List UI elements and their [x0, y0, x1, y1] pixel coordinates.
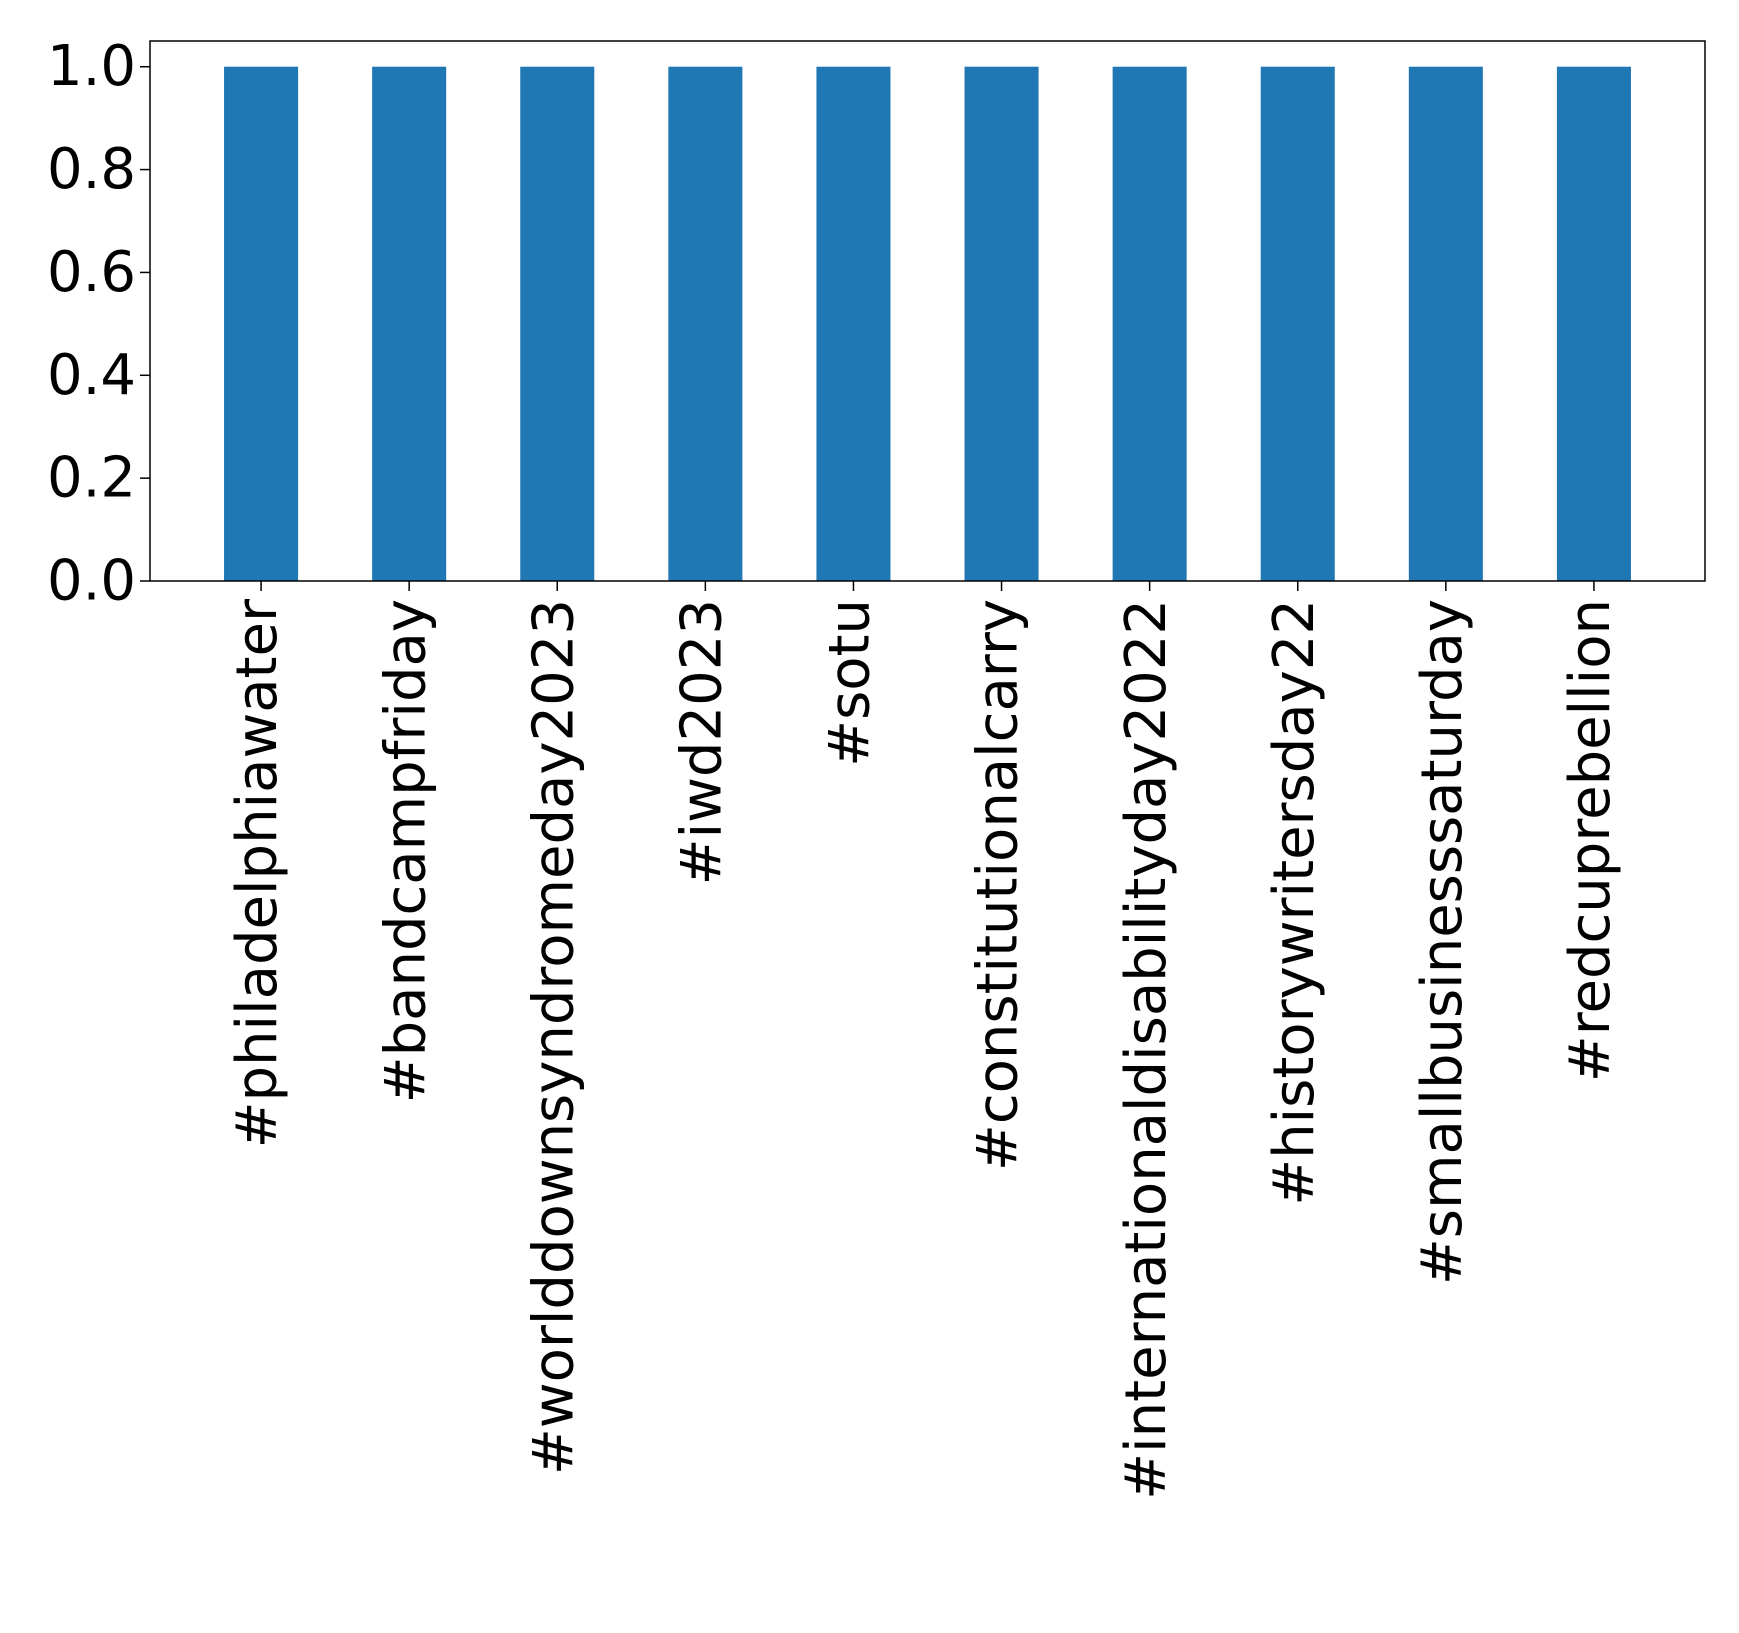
y-tick-label-5: 1.0: [47, 34, 136, 99]
bar-9: [1556, 66, 1631, 581]
bar-4: [816, 66, 891, 581]
x-tick-label-0: #philadelphiawater: [225, 598, 290, 1148]
bar-5: [964, 66, 1039, 581]
x-tick-label-8: #smallbusinesssaturday: [1410, 599, 1475, 1285]
y-tick-label-2: 0.4: [47, 343, 136, 408]
bar-1: [372, 66, 447, 581]
bar-7: [1260, 66, 1335, 581]
bar-8: [1408, 66, 1483, 581]
y-tick-label-0: 0.0: [47, 549, 136, 614]
y-tick-label-4: 0.8: [47, 137, 136, 202]
x-tick-label-2: #worlddownsyndromeday2023: [521, 599, 586, 1475]
x-axis: #philadelphiawater #bandcampfriday #worldd…: [225, 581, 1623, 1500]
x-tick-label-1: #bandcampfriday: [373, 599, 438, 1103]
y-tick-label-3: 0.6: [47, 240, 136, 305]
x-tick-label-6: #internationaldisabilityday2022: [1114, 599, 1179, 1500]
bar-3: [668, 66, 743, 581]
x-tick-label-3: #iwd2023: [669, 599, 734, 885]
bar-6: [1112, 66, 1187, 581]
plot-frame: [149, 40, 1706, 582]
x-tick-label-7: #historywritersday22: [1262, 599, 1327, 1206]
x-tick-label-5: #constitutionalcarry: [966, 599, 1031, 1171]
x-tick-label-9: #redcuprebellion: [1558, 599, 1623, 1082]
y-tick-label-1: 0.2: [47, 446, 136, 511]
bar-0: [224, 66, 299, 581]
x-tick-label-4: #sotu: [818, 599, 883, 767]
bars-group: [224, 66, 1631, 581]
bar-2: [520, 66, 595, 581]
y-axis: 0.0 0.2 0.4 0.6 0.8 1.0: [47, 34, 150, 614]
